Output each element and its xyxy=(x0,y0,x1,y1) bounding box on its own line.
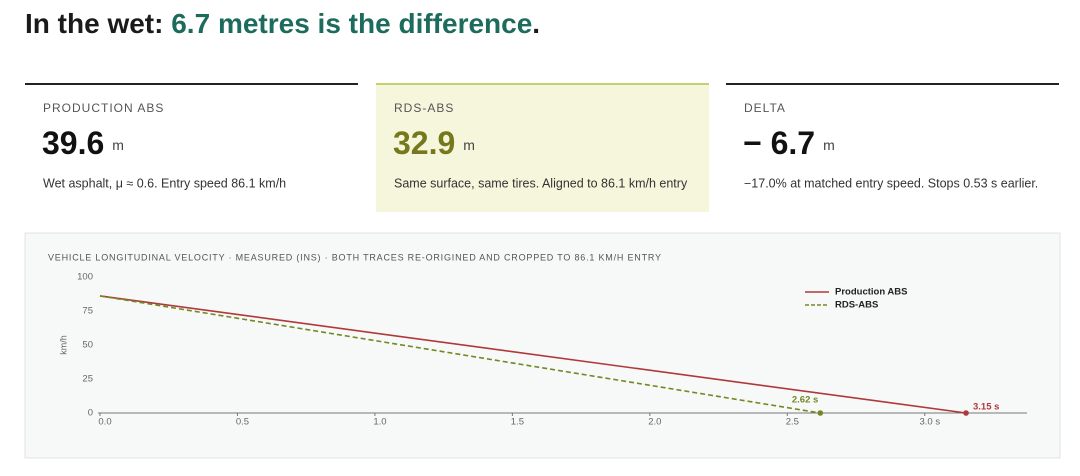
y-tick-label: 25 xyxy=(82,374,93,385)
card-number: 32.9 xyxy=(393,125,455,161)
x-tick-label: 2.5 xyxy=(786,417,799,428)
card-unit: m xyxy=(463,137,475,153)
chart: VEHICLE LONGITUDINAL VELOCITY · MEASURED… xyxy=(48,252,1027,428)
page-title: In the wet: 6.7 metres is the difference… xyxy=(25,8,540,39)
chart-panel xyxy=(24,232,1061,459)
x-tick-label: 0.5 xyxy=(236,417,249,428)
card-number: 39.6 xyxy=(42,125,104,161)
y-tick-label: 0 xyxy=(88,408,93,419)
title-prefix: In the wet: xyxy=(25,8,171,39)
y-tick-label: 75 xyxy=(82,306,93,317)
y-tick-label: 100 xyxy=(77,272,93,283)
card-unit: m xyxy=(823,137,835,153)
series-line xyxy=(99,295,967,414)
card-bg xyxy=(376,84,709,212)
card-note: Wet asphalt, μ ≈ 0.6. Entry speed 86.1 k… xyxy=(43,176,286,190)
card-note: −17.0% at matched entry speed. Stops 0.5… xyxy=(744,176,1038,190)
title-suffix: . xyxy=(532,8,540,39)
card-value: 39.6 m xyxy=(42,125,124,161)
card-note: Same surface, same tires. Aligned to 86.… xyxy=(394,176,688,190)
card-value: 32.9 m xyxy=(393,125,475,161)
x-tick-label: 1.5 xyxy=(511,417,524,428)
x-tick-label: 3.0 s xyxy=(919,417,940,428)
x-tick-label: 2.0 xyxy=(648,417,661,428)
end-label: 3.15 s xyxy=(973,402,999,413)
card-value: − 6.7 m xyxy=(743,125,835,161)
cards: PRODUCTION ABS 39.6 m Wet asphalt, μ ≈ 0.6.… xyxy=(25,83,1059,212)
card-label: DELTA xyxy=(744,101,786,115)
y-axis-label: km/h xyxy=(58,335,68,355)
x-tick-label: 1.0 xyxy=(373,417,386,428)
card-label: RDS-ABS xyxy=(394,101,454,115)
title-highlight: 6.7 metres is the difference xyxy=(171,8,532,39)
x-tick-label: 0.0 xyxy=(98,417,111,428)
chart-title: VEHICLE LONGITUDINAL VELOCITY · MEASURED… xyxy=(48,252,662,262)
card-label: PRODUCTION ABS xyxy=(43,101,164,115)
end-marker xyxy=(817,410,824,416)
y-tick-label: 50 xyxy=(82,340,93,351)
legend-label: RDS-ABS xyxy=(835,300,878,311)
series-line xyxy=(99,295,821,414)
end-label: 2.62 s xyxy=(792,395,818,406)
card-unit: m xyxy=(112,137,124,153)
legend-label: Production ABS xyxy=(835,287,907,298)
end-marker xyxy=(963,410,969,416)
card-number: − 6.7 xyxy=(743,125,815,161)
